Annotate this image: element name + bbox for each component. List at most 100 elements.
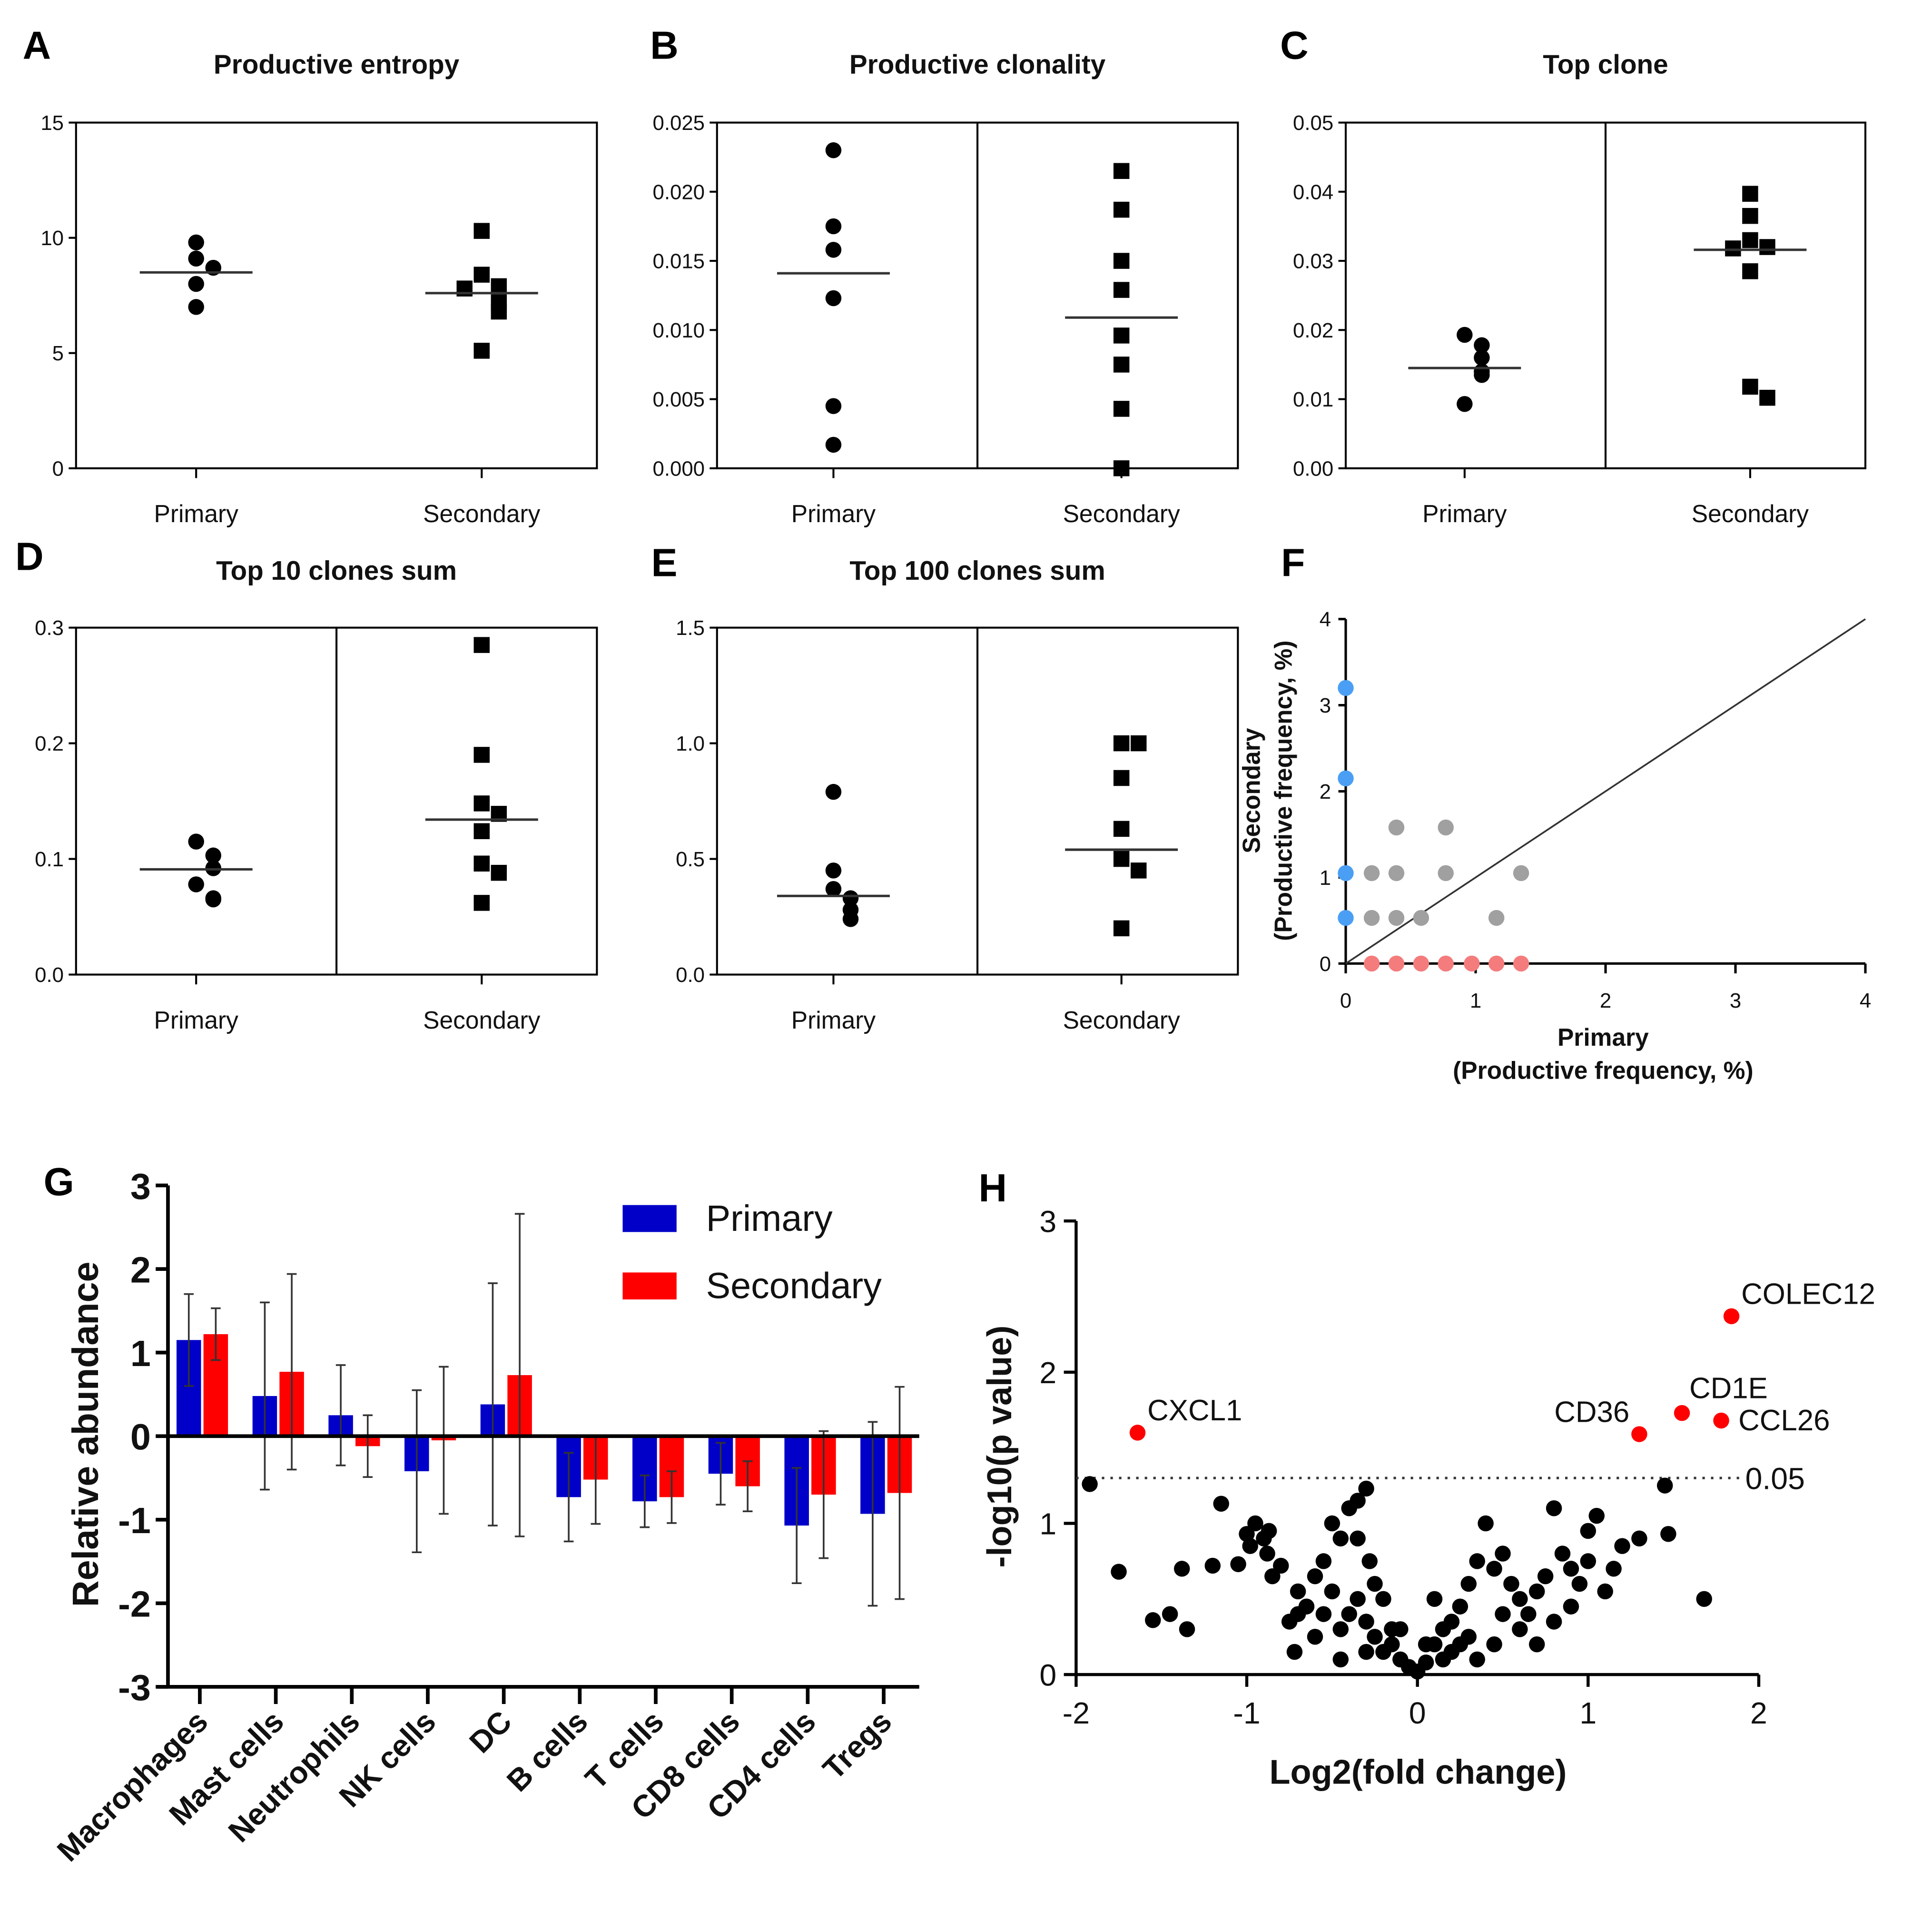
data-point-circle	[188, 250, 204, 267]
data-point-square	[1113, 920, 1130, 937]
gene-point	[1307, 1568, 1323, 1585]
x-tick-label: Primary	[1422, 500, 1507, 527]
data-point-circle	[188, 876, 204, 892]
gene-point	[1358, 1644, 1374, 1660]
data-point-square	[1113, 401, 1130, 417]
gene-point	[1528, 1583, 1545, 1600]
clone-point-shared	[1438, 865, 1454, 882]
y-tick-label: -3	[118, 1667, 151, 1708]
chart-title: Top 100 clones sum	[849, 556, 1105, 586]
data-point-square	[1113, 201, 1130, 218]
x-tick-label: Secondary	[1692, 500, 1809, 527]
gene-point	[1111, 1564, 1127, 1580]
data-point-circle	[825, 862, 842, 879]
gene-point	[1660, 1526, 1676, 1542]
x-axis-label: Primary	[1557, 1023, 1649, 1051]
y-tick-label: 2	[1320, 780, 1331, 803]
gene-point	[1341, 1606, 1357, 1622]
panel-letter: E	[651, 541, 678, 585]
y-tick-label: 0.02	[1293, 319, 1333, 342]
gene-point	[1597, 1583, 1613, 1600]
gene-point	[1179, 1621, 1195, 1637]
data-point-square	[1113, 821, 1130, 837]
panel-letter: A	[23, 24, 51, 68]
chart-title: Top 10 clones sum	[216, 556, 457, 586]
clone-point-primary_only	[1363, 955, 1380, 972]
gene-point	[1145, 1612, 1161, 1628]
gene-point	[1486, 1561, 1502, 1577]
panel-letter: H	[979, 1166, 1007, 1210]
plot-frame	[75, 121, 598, 469]
y-tick-label: 2	[1039, 1356, 1056, 1390]
x-tick-label: Secondary	[1063, 500, 1180, 527]
data-point-square	[1131, 735, 1147, 752]
y-tick-label: 1	[1039, 1507, 1056, 1541]
gene-label: CXCL1	[1147, 1394, 1242, 1427]
category-label: B cells	[500, 1704, 594, 1798]
gene-point	[1367, 1628, 1383, 1645]
data-point-square	[473, 637, 490, 653]
gene-point	[1332, 1530, 1349, 1547]
data-point-square	[491, 278, 507, 295]
y-tick-label: 0.3	[35, 616, 64, 640]
data-point-circle	[1457, 396, 1473, 412]
y-tick-label: 1.5	[676, 616, 705, 640]
clone-point-shared	[1363, 865, 1380, 882]
x-tick-label: -1	[1233, 1696, 1260, 1730]
chart-title: Productive clonality	[849, 50, 1106, 80]
y-tick-label: 5	[52, 342, 64, 365]
data-point-circle	[205, 847, 221, 864]
data-point-square	[1742, 232, 1758, 248]
x-tick-label: 0	[1340, 989, 1351, 1012]
x-tick-label: Primary	[791, 1006, 876, 1034]
chart-title: Top clone	[1543, 50, 1668, 80]
data-point-square	[1113, 327, 1130, 344]
gene-point	[1469, 1651, 1485, 1668]
gene-point	[1239, 1526, 1255, 1542]
threshold-label: 0.05	[1745, 1461, 1805, 1496]
y-tick-label: 15	[40, 111, 64, 135]
data-point-square	[473, 343, 490, 359]
y-tick-label: 0.020	[652, 180, 705, 204]
gene-point	[1174, 1561, 1190, 1577]
gene-point	[1324, 1583, 1340, 1600]
y-tick-label: 3	[1039, 1204, 1056, 1238]
data-point-square	[473, 267, 490, 283]
gene-point	[1392, 1621, 1409, 1637]
clone-point-primary_only	[1388, 955, 1405, 972]
gene-point	[1452, 1598, 1468, 1615]
y-tick-label: 3	[130, 1166, 151, 1207]
data-point-square	[473, 855, 490, 872]
clone-point-shared	[1488, 910, 1505, 926]
data-point-square	[473, 795, 490, 812]
gene-point	[1290, 1583, 1306, 1600]
gene-label: CD1E	[1689, 1372, 1768, 1405]
x-tick-label: 3	[1730, 989, 1741, 1012]
clone-point-secondary_only	[1338, 680, 1354, 696]
clone-point-shared	[1388, 910, 1405, 926]
data-point-circle	[188, 276, 204, 292]
gene-point	[1512, 1621, 1528, 1637]
gene-point	[1418, 1654, 1434, 1671]
data-point-circle	[825, 290, 842, 307]
y-tick-label: 10	[40, 227, 64, 250]
gene-point	[1384, 1636, 1400, 1653]
significant-gene-point	[1674, 1405, 1690, 1421]
data-point-circle	[825, 218, 842, 235]
y-axis-label: (Productive frequency, %)	[1270, 640, 1297, 941]
data-point-circle	[842, 911, 859, 927]
gene-point	[1520, 1606, 1537, 1622]
y-tick-label: 0.03	[1293, 250, 1333, 273]
data-point-circle	[825, 242, 842, 258]
gene-point	[1495, 1546, 1511, 1562]
y-axis-label: Secondary	[1238, 728, 1265, 853]
gene-point	[1273, 1557, 1289, 1574]
data-point-circle	[1474, 367, 1490, 383]
gene-point	[1469, 1553, 1485, 1569]
panel-letter: B	[650, 24, 679, 68]
clone-point-primary_only	[1464, 955, 1480, 972]
gene-point	[1452, 1636, 1468, 1653]
gene-point	[1242, 1538, 1258, 1554]
gene-point	[1495, 1606, 1511, 1622]
